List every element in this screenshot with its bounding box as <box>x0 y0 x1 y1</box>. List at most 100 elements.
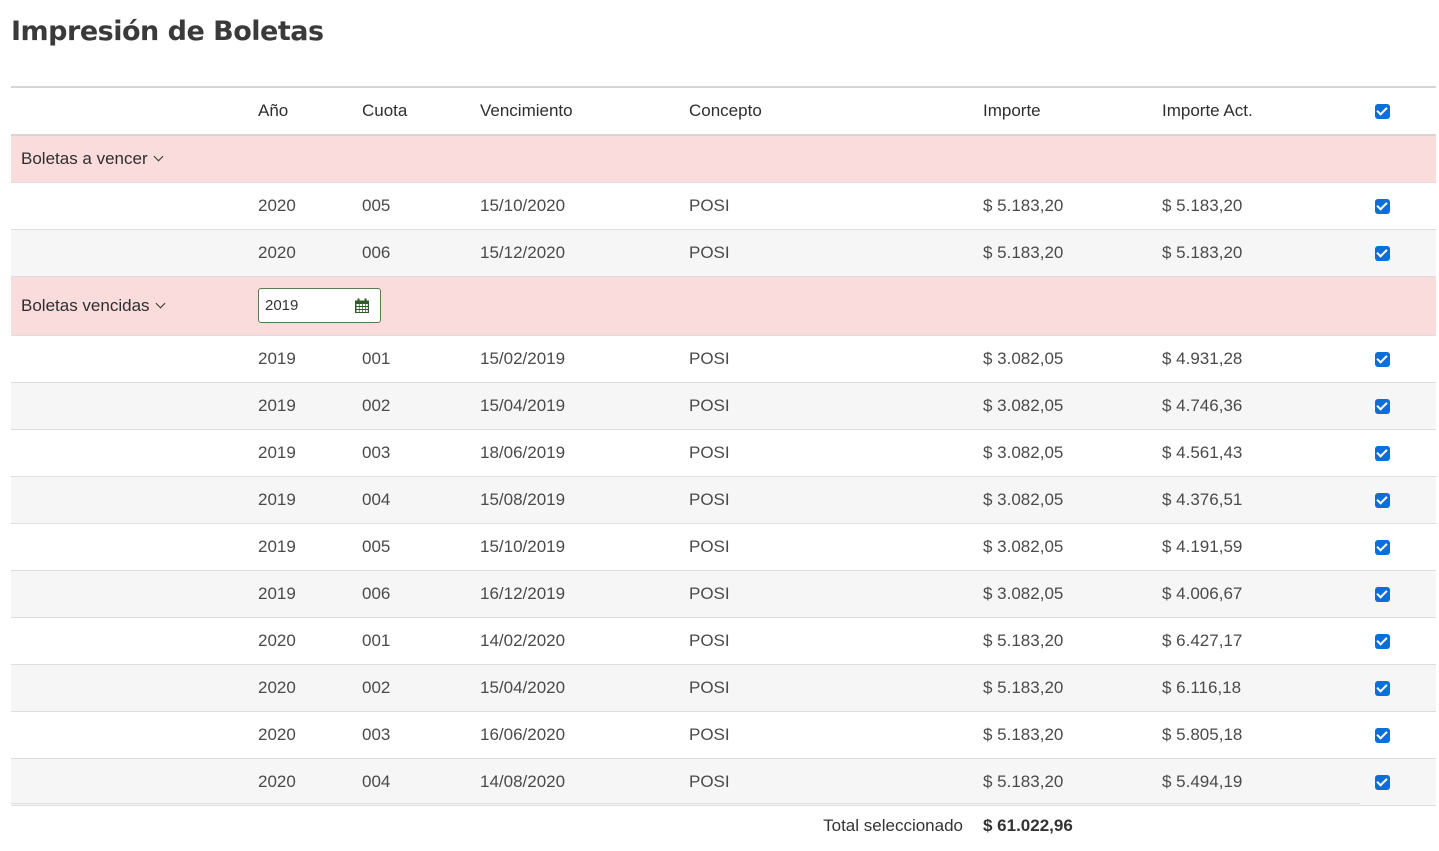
cell-vencimiento: 15/10/2020 <box>480 196 566 215</box>
cell-anio: 2019 <box>258 443 296 462</box>
cell-importe: $ 5.183,20 <box>983 725 1064 744</box>
cell-anio: 2020 <box>258 631 296 650</box>
cell-vencimiento: 15/04/2019 <box>480 396 566 415</box>
header-cuota: Cuota <box>362 101 408 120</box>
cell-vencimiento: 14/02/2020 <box>480 631 566 650</box>
row-select-checkbox[interactable] <box>1374 633 1390 649</box>
cell-anio: 2020 <box>258 243 296 262</box>
cell-importe-act: $ 4.191,59 <box>1162 537 1243 556</box>
cell-importe: $ 3.082,05 <box>983 396 1064 415</box>
cell-vencimiento: 16/12/2019 <box>480 584 566 603</box>
chevron-down-icon <box>153 151 164 162</box>
cell-cuota: 003 <box>362 725 391 744</box>
header-importe: Importe <box>983 101 1041 120</box>
row-select-checkbox[interactable] <box>1374 492 1390 508</box>
cell-concepto: POSI <box>689 443 730 462</box>
cell-concepto: POSI <box>689 243 730 262</box>
cell-vencimiento: 15/04/2020 <box>480 678 566 697</box>
group-toggle-a-vencer[interactable]: Boletas a vencer <box>21 136 164 182</box>
cell-vencimiento: 16/06/2020 <box>480 725 566 744</box>
group-toggle-vencidas[interactable]: Boletas vencidas <box>21 277 165 335</box>
table-row: 2019 001 15/02/2019 POSI $ 3.082,05 $ 4.931,2… <box>11 336 1436 383</box>
row-select-checkbox[interactable] <box>1374 774 1390 790</box>
header-vencimiento: Vencimiento <box>480 101 573 120</box>
cell-cuota: 006 <box>362 243 391 262</box>
cell-cuota: 002 <box>362 678 391 697</box>
row-select-checkbox[interactable] <box>1374 727 1390 743</box>
table-row: 2019 006 16/12/2019 POSI $ 3.082,05 $ 4.006,6… <box>11 571 1436 618</box>
table-row: 2019 005 15/10/2019 POSI $ 3.082,05 $ 4.191,5… <box>11 524 1436 571</box>
table-row: 2020 002 15/04/2020 POSI $ 5.183,20 $ 6.116,1… <box>11 665 1436 712</box>
row-select-cell <box>1372 618 1392 664</box>
cell-importe-act: $ 5.805,18 <box>1162 725 1243 744</box>
chevron-down-icon <box>155 298 165 309</box>
cell-concepto: POSI <box>689 196 730 215</box>
cell-cuota: 002 <box>362 396 391 415</box>
row-select-cell <box>1372 571 1392 617</box>
cell-cuota: 004 <box>362 490 391 509</box>
row-select-cell <box>1372 665 1392 711</box>
cell-importe: $ 5.183,20 <box>983 772 1064 791</box>
row-select-cell <box>1372 183 1392 229</box>
cell-importe: $ 3.082,05 <box>983 349 1064 368</box>
table-row: 2019 003 18/06/2019 POSI $ 3.082,05 $ 4.561,4… <box>11 430 1436 477</box>
cell-importe-act: $ 6.116,18 <box>1162 678 1242 697</box>
year-picker-input[interactable]: 2019 <box>258 288 381 323</box>
cell-vencimiento: 15/08/2019 <box>480 490 566 509</box>
row-select-cell <box>1372 712 1392 758</box>
cell-anio: 2020 <box>258 725 296 744</box>
select-all-checkbox[interactable] <box>1374 103 1390 119</box>
row-select-checkbox[interactable] <box>1374 445 1390 461</box>
group-rows-a-vencer: 2020 005 15/10/2020 POSI $ 5.183,20 $ 5.183,2… <box>11 183 1436 277</box>
cell-importe: $ 3.082,05 <box>983 443 1064 462</box>
cell-concepto: POSI <box>689 678 730 697</box>
cell-vencimiento: 15/12/2020 <box>480 243 566 262</box>
total-value: $ 61.022,96 <box>983 816 1073 835</box>
cell-anio: 2020 <box>258 196 296 215</box>
cell-cuota: 004 <box>362 772 391 791</box>
group-label-vencidas: Boletas vencidas <box>21 296 150 315</box>
cell-importe-act: $ 4.561,43 <box>1162 443 1243 462</box>
boletas-table: Año Cuota Vencimiento Concepto Importe I… <box>11 86 1436 806</box>
cell-importe: $ 5.183,20 <box>983 631 1064 650</box>
row-select-cell <box>1372 336 1392 382</box>
cell-vencimiento: 14/08/2020 <box>480 772 566 791</box>
cell-importe-act: $ 4.931,28 <box>1162 349 1243 368</box>
row-select-checkbox[interactable] <box>1374 351 1390 367</box>
table-row: 2020 001 14/02/2020 POSI $ 5.183,20 $ 6.427,1… <box>11 618 1436 665</box>
row-select-checkbox[interactable] <box>1374 398 1390 414</box>
cell-anio: 2019 <box>258 349 296 368</box>
cell-importe: $ 5.183,20 <box>983 196 1064 215</box>
cell-cuota: 006 <box>362 584 391 603</box>
row-select-checkbox[interactable] <box>1374 539 1390 555</box>
cell-importe-act: $ 5.183,20 <box>1162 243 1243 262</box>
total-row: Total seleccionado $ 61.022,96 <box>11 803 1436 849</box>
year-picker-value: 2019 <box>265 297 299 314</box>
row-select-checkbox[interactable] <box>1374 680 1390 696</box>
cell-vencimiento: 15/02/2019 <box>480 349 566 368</box>
cell-anio: 2019 <box>258 537 296 556</box>
row-select-checkbox[interactable] <box>1374 198 1390 214</box>
cell-vencimiento: 15/10/2019 <box>480 537 566 556</box>
row-select-cell <box>1372 230 1392 276</box>
cell-cuota: 001 <box>362 349 391 368</box>
table-row: 2020 005 15/10/2020 POSI $ 5.183,20 $ 5.183,2… <box>11 183 1436 230</box>
cell-importe-act: $ 5.183,20 <box>1162 196 1243 215</box>
header-importe-act: Importe Act. <box>1162 101 1253 120</box>
cell-anio: 2020 <box>258 772 296 791</box>
header-concepto: Concepto <box>689 101 762 120</box>
select-all-cell <box>1372 88 1392 134</box>
calendar-icon[interactable] <box>354 298 370 314</box>
cell-vencimiento: 18/06/2019 <box>480 443 566 462</box>
total-divider <box>11 803 1360 804</box>
cell-anio: 2020 <box>258 678 296 697</box>
table-row: 2020 004 14/08/2020 POSI $ 5.183,20 $ 5.494,1… <box>11 759 1436 806</box>
table-header: Año Cuota Vencimiento Concepto Importe I… <box>11 88 1436 136</box>
row-select-checkbox[interactable] <box>1374 586 1390 602</box>
row-select-checkbox[interactable] <box>1374 245 1390 261</box>
cell-cuota: 001 <box>362 631 391 650</box>
page-title: Impresión de Boletas <box>11 16 324 47</box>
table-row: 2019 002 15/04/2019 POSI $ 3.082,05 $ 4.746,3… <box>11 383 1436 430</box>
cell-importe: $ 5.183,20 <box>983 678 1064 697</box>
cell-concepto: POSI <box>689 631 730 650</box>
